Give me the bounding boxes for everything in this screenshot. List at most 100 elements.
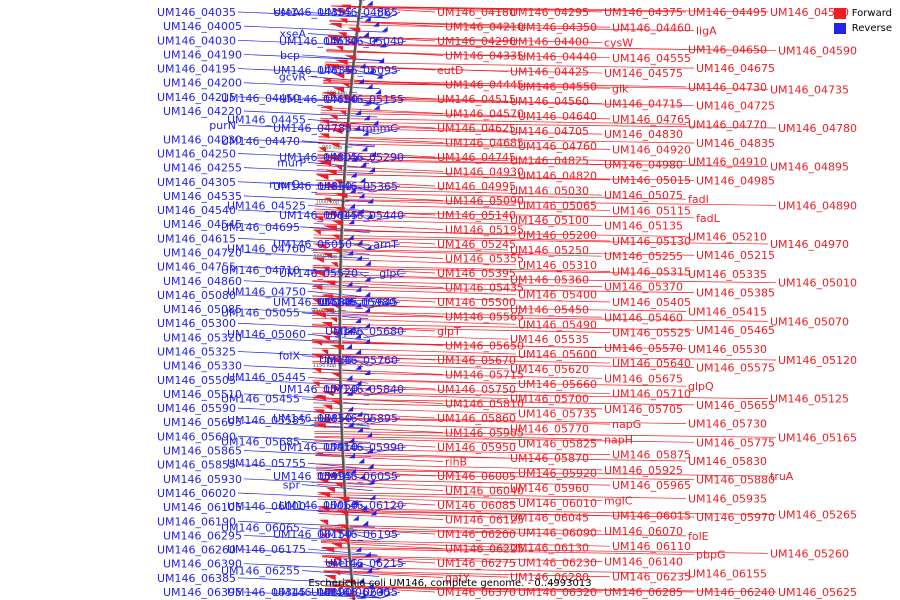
leader-line	[319, 127, 603, 135]
feature-label: glk	[612, 82, 629, 95]
reverse-feature-arrow	[364, 369, 371, 375]
feature-label: UM146_05855	[157, 459, 236, 472]
leader-line	[318, 143, 611, 150]
feature-label: UM146_06090	[518, 527, 597, 540]
leader-line	[320, 529, 687, 537]
forward-strand-features	[312, 0, 366, 599]
feature-label: spr	[283, 479, 301, 492]
leader-line	[312, 371, 603, 379]
feature-label: UM146_04540	[157, 204, 236, 217]
leader-line	[237, 436, 371, 443]
scale-tick-label: 850 kbp	[332, 36, 352, 42]
forward-feature-arrow	[323, 211, 337, 217]
reverse-feature-arrow	[378, 57, 385, 63]
leader-line	[307, 548, 378, 556]
feature-label: UM146_04035	[157, 6, 236, 19]
feature-label: UM146_04455	[227, 113, 306, 126]
feature-label: UM146_04295	[510, 6, 589, 19]
leader-line	[313, 243, 509, 251]
feature-label: UM146_04770	[688, 118, 767, 131]
forward-feature-arrow	[312, 299, 321, 305]
feature-label: UM146_05310	[518, 259, 597, 272]
forward-feature-arrow	[317, 161, 332, 167]
feature-label: UM146_04650	[688, 43, 767, 56]
forward-feature-arrow	[324, 184, 334, 190]
reverse-feature-arrow	[346, 343, 353, 349]
leader-line	[314, 440, 436, 448]
forward-feature-arrow	[320, 119, 330, 125]
leader-line	[312, 356, 611, 364]
leader-line	[325, 585, 436, 593]
feature-label: UM146_06290	[273, 586, 352, 599]
reverse-feature-arrow	[351, 156, 358, 162]
leader-line	[319, 524, 603, 532]
feature-label: UM146_05980	[317, 296, 396, 309]
reverse-feature-arrow	[356, 411, 363, 417]
feature-label: UM146_05100	[510, 214, 589, 227]
reverse-feature-arrow	[355, 286, 362, 292]
forward-feature-arrow	[327, 142, 340, 148]
feature-label: UM146_06010	[518, 497, 597, 510]
leader-line	[319, 526, 517, 533]
feature-label: UM146_05870	[510, 452, 589, 465]
feature-label: UM146_05905	[445, 427, 524, 440]
feature-label: UM146_05415	[688, 305, 767, 318]
reverse-feature-arrow	[372, 120, 379, 126]
leader-line	[312, 347, 517, 355]
scale-tick-label: 1300 kbp	[320, 527, 344, 533]
leader-line	[353, 591, 382, 599]
feature-label: UM146_05625	[778, 586, 857, 599]
feature-label: UM146_05400	[518, 289, 597, 302]
feature-label: UM146_05590	[157, 402, 236, 415]
forward-feature-arrow	[321, 391, 334, 397]
feature-label: pbpG	[696, 549, 725, 562]
reverse-feature-arrow	[357, 78, 364, 84]
leader-line	[312, 379, 687, 387]
leader-line	[307, 290, 369, 298]
reverse-feature-arrow	[355, 317, 362, 323]
feature-label: UM146_05210	[688, 231, 767, 244]
feature-label: UM146_05450	[510, 303, 589, 316]
forward-feature-arrow	[333, 73, 345, 79]
scale-tick-label: 1100 kbp	[313, 309, 337, 315]
feature-label: UM146_04030	[157, 34, 236, 47]
forward-feature-arrow	[364, 0, 366, 1]
feature-label: UM146_04515	[437, 93, 516, 106]
leader-line	[237, 549, 378, 556]
feature-label: UM146_05130	[612, 235, 691, 248]
scale-tick-label: 1150 kbp	[313, 363, 337, 369]
leader-line	[376, 533, 401, 541]
feature-label: UM146_05120	[778, 354, 857, 367]
feature-label: UM146_04570	[445, 108, 524, 121]
feature-label: UM146_04865	[319, 6, 398, 19]
feature-labels: UM146_04035UM146_04005UM146_04030UM146_0…	[157, 6, 857, 599]
reverse-feature-arrow	[366, 0, 373, 6]
feature-label: UM146_05735	[518, 408, 597, 421]
reverse-feature-arrow	[364, 323, 371, 329]
leader-line	[313, 230, 687, 237]
feature-label: UM146_04720	[163, 246, 242, 259]
leader-line	[319, 124, 509, 132]
reverse-feature-arrow	[349, 453, 356, 459]
leader-line	[315, 179, 436, 187]
leader-line	[313, 411, 436, 419]
feature-label: napG	[612, 418, 641, 431]
leader-line	[324, 66, 603, 74]
feature-label: UM146_04850	[273, 180, 352, 193]
reverse-feature-arrow	[347, 250, 354, 256]
reverse-feature-arrow	[361, 146, 368, 152]
leader-line	[325, 61, 695, 69]
leader-line	[317, 150, 436, 158]
forward-feature-arrow	[321, 294, 334, 300]
feature-label: UM146_04555	[612, 52, 691, 65]
leader-line	[313, 223, 444, 230]
feature-label: UM146_05965	[612, 479, 691, 492]
reverse-feature-arrow	[370, 510, 377, 516]
leader-line	[315, 194, 444, 201]
forward-feature-arrow	[332, 87, 345, 93]
feature-label: UM146_06260	[157, 544, 236, 557]
leader-line	[323, 566, 687, 574]
reverse-feature-arrow	[379, 42, 386, 48]
leader-line	[316, 473, 695, 481]
forward-feature-arrow	[332, 220, 343, 226]
